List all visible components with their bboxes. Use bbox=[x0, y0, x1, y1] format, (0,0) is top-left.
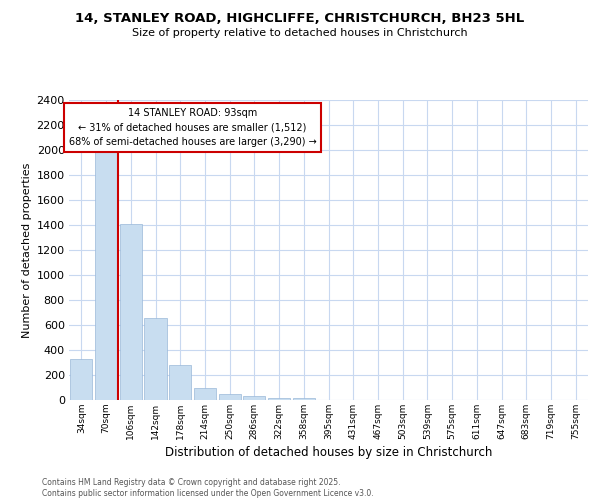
Bar bbox=[169, 365, 191, 400]
Text: 14 STANLEY ROAD: 93sqm
← 31% of detached houses are smaller (1,512)
68% of semi-: 14 STANLEY ROAD: 93sqm ← 31% of detached… bbox=[68, 108, 316, 147]
Text: Size of property relative to detached houses in Christchurch: Size of property relative to detached ho… bbox=[132, 28, 468, 38]
Bar bbox=[145, 318, 167, 400]
Y-axis label: Number of detached properties: Number of detached properties bbox=[22, 162, 32, 338]
Bar bbox=[218, 394, 241, 400]
Text: 14, STANLEY ROAD, HIGHCLIFFE, CHRISTCHURCH, BH23 5HL: 14, STANLEY ROAD, HIGHCLIFFE, CHRISTCHUR… bbox=[76, 12, 524, 26]
Bar bbox=[268, 398, 290, 400]
Bar bbox=[243, 396, 265, 400]
Text: Contains HM Land Registry data © Crown copyright and database right 2025.
Contai: Contains HM Land Registry data © Crown c… bbox=[42, 478, 374, 498]
Bar bbox=[119, 224, 142, 400]
Bar bbox=[194, 388, 216, 400]
X-axis label: Distribution of detached houses by size in Christchurch: Distribution of detached houses by size … bbox=[165, 446, 492, 459]
Bar bbox=[95, 150, 117, 400]
Bar bbox=[70, 359, 92, 400]
Bar bbox=[293, 398, 315, 400]
